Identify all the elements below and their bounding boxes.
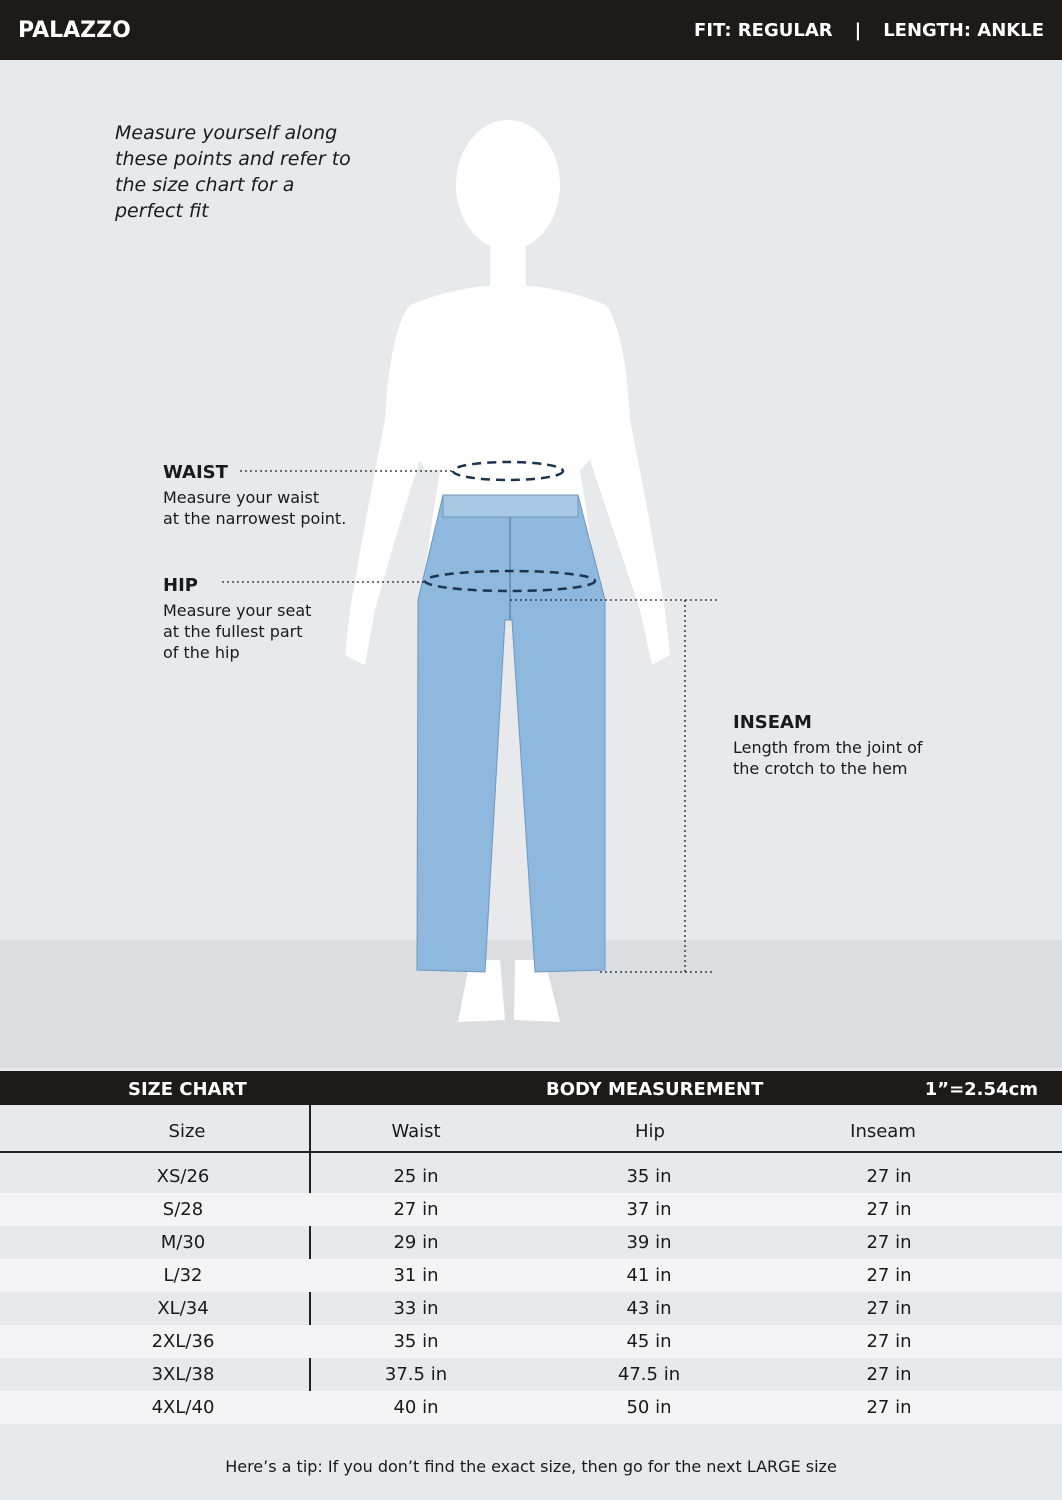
size-cell: 4XL/40 xyxy=(151,1397,215,1418)
inseam-cell: 27 in xyxy=(866,1298,912,1319)
col-inseam: Inseam xyxy=(850,1121,916,1142)
table-row: 2XL/36 35 in 45 in 27 in xyxy=(0,1325,1062,1358)
size-cell: M/30 xyxy=(160,1232,206,1253)
size-cell: 3XL/38 xyxy=(151,1364,215,1385)
table-row: XL/34 33 in 43 in 27 in xyxy=(0,1292,1062,1325)
waist-cell: 31 in xyxy=(393,1265,439,1286)
length-label: LENGTH: ANKLE xyxy=(883,20,1044,41)
table-row: M/30 29 in 39 in 27 in xyxy=(0,1226,1062,1259)
inseam-cell: 27 in xyxy=(866,1331,912,1352)
waist-cell: 35 in xyxy=(393,1331,439,1352)
hip-cell: 47.5 in xyxy=(617,1364,681,1385)
table-row: 3XL/38 37.5 in 47.5 in 27 in xyxy=(0,1358,1062,1391)
hip-desc-3: of the hip xyxy=(163,643,240,662)
waist-desc-1: Measure your waist xyxy=(163,488,320,507)
inseam-label: INSEAM Length from the joint of the crot… xyxy=(733,712,923,779)
fit-label: FIT: REGULAR xyxy=(694,20,833,41)
hip-cell: 35 in xyxy=(626,1166,672,1187)
size-cell: XL/34 xyxy=(157,1298,209,1319)
size-chart-header: SIZE CHART BODY MEASUREMENT 1”=2.54cm xyxy=(0,1071,1062,1105)
conversion-note: 1”=2.54cm xyxy=(924,1079,1038,1100)
separator: | xyxy=(854,20,862,41)
size-cell: L/32 xyxy=(163,1265,203,1286)
hip-title: HIP xyxy=(163,575,198,596)
header-bar: PALAZZO FIT: REGULAR | LENGTH: ANKLE xyxy=(0,0,1062,60)
intro-text: Measure yourself along these points and … xyxy=(115,122,351,222)
table-row: 4XL/40 40 in 50 in 27 in xyxy=(0,1391,1062,1424)
hip-cell: 41 in xyxy=(626,1265,672,1286)
waist-cell: 33 in xyxy=(393,1298,439,1319)
hip-cell: 43 in xyxy=(626,1298,672,1319)
inseam-cell: 27 in xyxy=(866,1265,912,1286)
hip-desc-2: at the fullest part xyxy=(163,622,303,641)
inseam-desc-2: the crotch to the hem xyxy=(733,759,908,778)
waist-cell: 27 in xyxy=(393,1199,439,1220)
waist-label: WAIST Measure your waist at the narrowes… xyxy=(163,462,346,529)
inseam-cell: 27 in xyxy=(866,1397,912,1418)
hip-cell: 39 in xyxy=(626,1232,672,1253)
hip-cell: 37 in xyxy=(626,1199,672,1220)
col-waist: Waist xyxy=(391,1121,441,1142)
tip-text: Here’s a tip: If you don’t find the exac… xyxy=(225,1457,837,1476)
body-figure-illustration xyxy=(222,120,720,1022)
inseam-cell: 27 in xyxy=(866,1199,912,1220)
waist-cell: 40 in xyxy=(393,1397,439,1418)
waist-cell: 37.5 in xyxy=(384,1364,448,1385)
inseam-cell: 27 in xyxy=(866,1166,912,1187)
waist-cell: 25 in xyxy=(393,1166,439,1187)
size-cell: S/28 xyxy=(162,1199,204,1220)
table-row: XS/26 25 in 35 in 27 in xyxy=(0,1160,1062,1193)
waist-cell: 29 in xyxy=(393,1232,439,1253)
inseam-desc-1: Length from the joint of xyxy=(733,738,923,757)
hip-cell: 45 in xyxy=(626,1331,672,1352)
table-row: L/32 31 in 41 in 27 in xyxy=(0,1259,1062,1292)
size-chart-title: SIZE CHART xyxy=(128,1079,247,1100)
size-cell: XS/26 xyxy=(156,1166,210,1187)
product-title: PALAZZO xyxy=(18,18,131,43)
hip-desc-1: Measure your seat xyxy=(163,601,312,620)
waist-desc-2: at the narrowest point. xyxy=(163,509,347,528)
hip-cell: 50 in xyxy=(626,1397,672,1418)
hip-label: HIP Measure your seat at the fullest par… xyxy=(163,575,311,663)
column-headers: Size Waist Hip Inseam xyxy=(0,1105,1062,1153)
inseam-cell: 27 in xyxy=(866,1232,912,1253)
pants xyxy=(416,494,606,973)
col-size: Size xyxy=(168,1121,206,1142)
col-hip: Hip xyxy=(635,1121,665,1142)
table-row: S/28 27 in 37 in 27 in xyxy=(0,1193,1062,1226)
inseam-title: INSEAM xyxy=(733,712,812,733)
inseam-cell: 27 in xyxy=(866,1364,912,1385)
size-cell: 2XL/36 xyxy=(151,1331,215,1352)
body-measurement-title: BODY MEASUREMENT xyxy=(546,1079,764,1100)
waist-title: WAIST xyxy=(163,462,228,483)
size-table-body: XS/26 25 in 35 in 27 in S/28 27 in 37 in 27 in M… xyxy=(0,1160,1062,1424)
